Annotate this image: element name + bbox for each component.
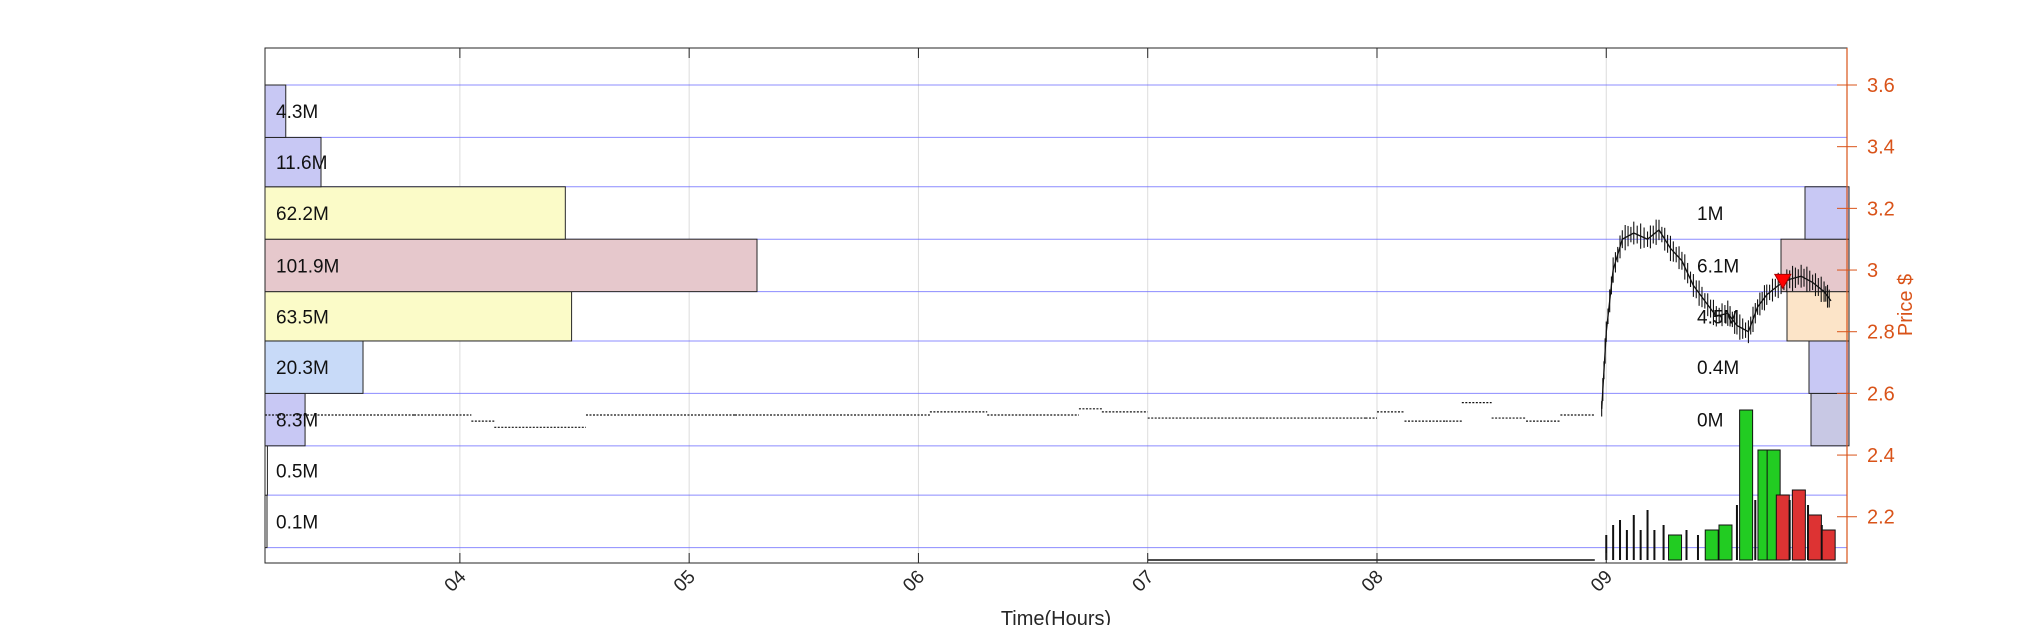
volume-bar <box>1788 500 1791 560</box>
volume-profile-right-bar <box>1808 340 1850 394</box>
volume-bar <box>1653 530 1656 560</box>
volume-profile-label: 20.3M <box>276 358 329 379</box>
volume-bar <box>1625 530 1628 560</box>
volume-profile-label: 62.2M <box>276 204 329 225</box>
x-axis-label: Time(Hours) <box>1001 608 1111 625</box>
volume-bar <box>1739 409 1754 561</box>
volume-bar <box>1754 500 1757 560</box>
volume-profile-right-label: 4.5M <box>1697 307 1739 328</box>
volume-bar <box>1632 515 1635 560</box>
volume-profile-label: 8.3M <box>276 411 318 432</box>
y-axis-label: Price $ <box>1895 274 1917 336</box>
volume-profile-bar <box>264 186 566 240</box>
y-tick-label: 3 <box>1867 260 1878 282</box>
y-tick-label: 2.2 <box>1867 507 1895 529</box>
volume-bar <box>1775 494 1790 561</box>
y-tick-label: 3.4 <box>1867 137 1895 159</box>
x-tick-label: 06 <box>899 567 929 597</box>
y-axis-right-ticks: 2.2 2.4 2.6 2.8 3 3.2 3.4 3.6 <box>1837 48 1895 563</box>
grid-lines <box>459 48 1607 563</box>
volume-bar <box>1718 524 1733 561</box>
volume-bar <box>1685 530 1688 560</box>
y-tick-label: 2.6 <box>1867 383 1895 405</box>
y-tick-label: 2.4 <box>1867 445 1895 467</box>
volume-bar <box>1696 535 1699 560</box>
volume-profile-right-label: 0.4M <box>1697 358 1739 379</box>
volume-bar <box>1704 529 1719 561</box>
volume-bar <box>1662 525 1665 560</box>
y-tick-label: 3.2 <box>1867 198 1895 220</box>
volume-profile-label: 63.5M <box>276 307 329 328</box>
volume-bar <box>1807 514 1822 561</box>
volume-profile-right-bar <box>1786 291 1850 342</box>
volume-profile-right-bar <box>1810 392 1850 447</box>
volume-profile-label: 101.9M <box>276 256 339 277</box>
volume-profile-right-label: 6.1M <box>1697 256 1739 277</box>
volume-profile-label: 4.3M <box>276 102 318 123</box>
volume-bar <box>1639 530 1642 560</box>
volume-bar <box>1605 535 1608 560</box>
x-tick-label: 05 <box>670 567 700 597</box>
volume-profile-label: 0.5M <box>276 461 318 482</box>
volume-bar <box>1619 520 1622 560</box>
volume-profile-right-label: 1M <box>1697 204 1723 225</box>
volume-bar <box>1668 534 1683 561</box>
volume-profile-bar <box>264 136 322 188</box>
volume-bar <box>1791 489 1806 561</box>
price-series <box>265 219 1832 428</box>
price-level-lines <box>265 84 1847 549</box>
volume-profile-right: 0M 0.4M 4.5M 6.1M 1M <box>1697 186 1850 447</box>
y-tick-label: 2.8 <box>1867 322 1895 344</box>
volume-profile-left: 0.1M 0.5M 8.3M 20.3M 63.5M 101.9M 62.2M 11.6M 4.… <box>264 84 758 549</box>
x-tick-label: 07 <box>1129 567 1159 597</box>
volume-profile-label: 0.1M <box>276 512 318 533</box>
x-tick-label: 04 <box>441 566 471 596</box>
volume-bar <box>1646 510 1649 560</box>
current-price-marker <box>1773 273 1792 290</box>
x-tick-label: 08 <box>1358 567 1388 597</box>
y-tick-label: 3.6 <box>1867 75 1895 97</box>
volume-profile-right-label: 0M <box>1697 411 1723 432</box>
volume-bar <box>1821 529 1836 561</box>
volume-bars <box>1147 409 1836 561</box>
volume-profile-right-bar <box>1804 186 1850 240</box>
volume-bar <box>1735 505 1738 560</box>
volume-profile-label: 11.6M <box>276 153 327 174</box>
volume-bar <box>1612 525 1615 560</box>
x-tick-label: 09 <box>1587 567 1617 597</box>
